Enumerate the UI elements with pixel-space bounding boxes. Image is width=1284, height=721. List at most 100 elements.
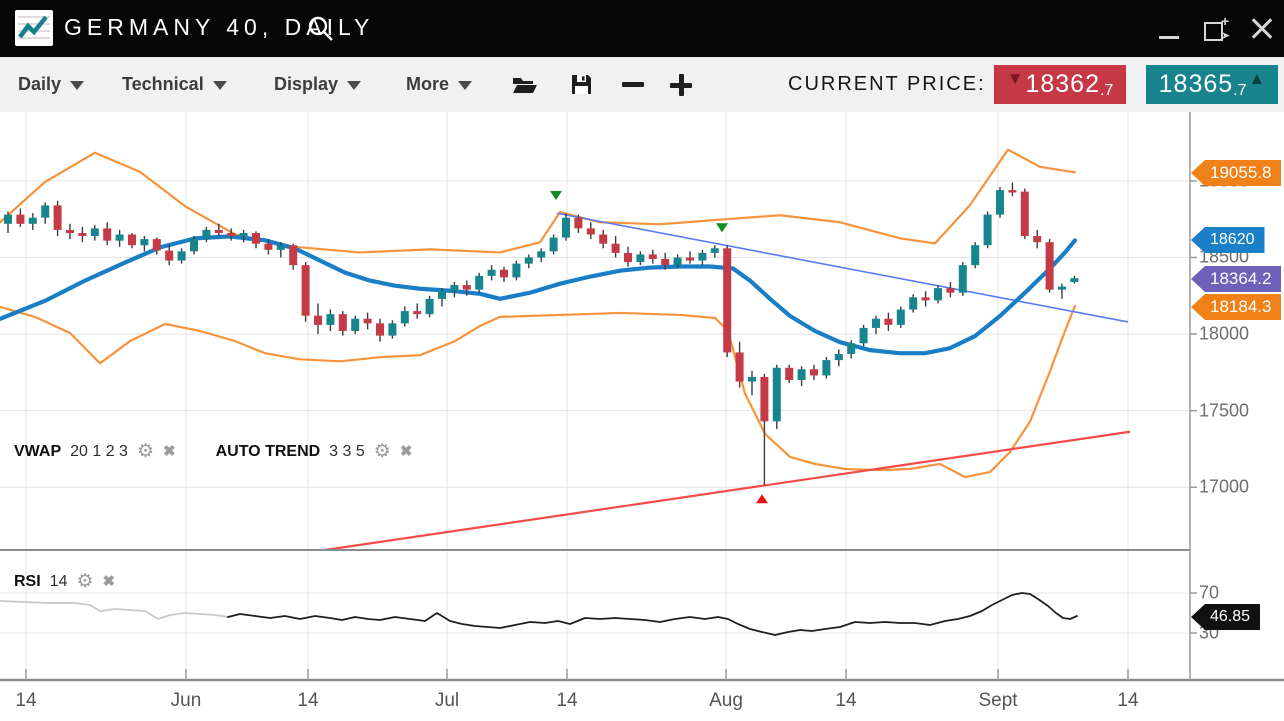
candle xyxy=(314,315,322,325)
candle xyxy=(202,229,211,240)
gear-icon[interactable]: ⚙ xyxy=(76,571,94,592)
time-tick-label: Jul xyxy=(434,690,460,711)
candle xyxy=(388,323,397,336)
price-tick-label: 17500 xyxy=(1199,400,1250,421)
candle xyxy=(165,250,174,261)
price-tag: 18364.2 xyxy=(1191,266,1282,292)
candle xyxy=(698,252,707,261)
candle xyxy=(239,232,248,237)
candle xyxy=(53,205,62,230)
candle xyxy=(661,259,670,266)
time-tick-label: 14 xyxy=(835,690,857,711)
candle xyxy=(66,229,74,233)
candle xyxy=(909,297,918,310)
candle xyxy=(562,217,570,238)
price-tick-label: 18000 xyxy=(1199,323,1250,344)
gear-icon[interactable]: ⚙ xyxy=(136,441,154,462)
time-tick-label: 14 xyxy=(15,690,37,711)
candle xyxy=(934,288,942,301)
candle xyxy=(735,352,744,382)
auto-trend-lines xyxy=(324,212,1131,552)
candle xyxy=(28,217,37,224)
arrow-up-icon: ▲ xyxy=(1248,69,1266,88)
close-button[interactable] xyxy=(1246,12,1276,46)
candle xyxy=(772,367,781,422)
close-icon[interactable]: ✖ xyxy=(163,443,176,460)
close-icon[interactable]: ✖ xyxy=(102,573,116,590)
candle xyxy=(896,309,905,325)
candle xyxy=(971,245,980,266)
candle xyxy=(834,353,843,361)
open-folder-icon[interactable] xyxy=(512,57,538,112)
current-price-label: CURRENT PRICE: xyxy=(788,73,986,95)
candle xyxy=(351,318,360,331)
candle xyxy=(760,376,769,422)
candle xyxy=(549,237,558,252)
candle xyxy=(264,243,273,250)
candle xyxy=(586,228,595,235)
candle xyxy=(500,269,508,278)
candle xyxy=(115,234,124,241)
candle xyxy=(289,245,298,266)
minimize-button[interactable] xyxy=(1154,12,1184,46)
search-icon[interactable] xyxy=(306,14,336,44)
candle xyxy=(78,232,87,237)
time-tick-label: 14 xyxy=(556,690,578,711)
ask-value: 18365 xyxy=(1158,70,1234,98)
candle xyxy=(574,217,583,229)
rsi-params: 14 xyxy=(49,572,68,590)
candle xyxy=(673,257,682,266)
vwap-line xyxy=(0,234,1078,356)
close-icon[interactable]: ✖ xyxy=(399,443,413,460)
price-chart[interactable] xyxy=(0,112,1284,721)
axes xyxy=(0,112,1284,682)
minimize-icon xyxy=(1159,35,1179,39)
candle xyxy=(400,311,409,324)
ask-price-box[interactable]: 18365.7 ▲ xyxy=(1146,65,1278,104)
time-tick-label: Sept xyxy=(978,690,1018,711)
rsi-label: RSI xyxy=(14,572,41,590)
candle xyxy=(227,232,236,237)
candle xyxy=(376,323,384,336)
save-icon[interactable] xyxy=(570,57,593,112)
zoom-out-icon[interactable] xyxy=(622,57,644,112)
candle xyxy=(326,314,335,325)
time-tick-label: Jun xyxy=(170,690,202,711)
bid-price-box[interactable]: ▼ 18362.7 xyxy=(994,65,1126,104)
menu-more[interactable]: More xyxy=(406,57,473,112)
window-controls: + ➤ xyxy=(1154,0,1276,57)
candle xyxy=(996,190,1004,215)
bollinger-bands xyxy=(0,148,1077,479)
rsi-indicator-row: RSI 14 ⚙ ✖ xyxy=(14,572,115,591)
candle xyxy=(624,252,632,263)
menu-daily[interactable]: Daily xyxy=(18,57,85,112)
zoom-in-icon[interactable] xyxy=(670,57,692,112)
gear-icon[interactable]: ⚙ xyxy=(373,441,391,462)
candle xyxy=(884,318,893,325)
overlay-indicator-row: VWAP 20 1 2 3 ⚙ ✖ AUTO TREND 3 3 5 ⚙ ✖ xyxy=(14,442,412,461)
candle xyxy=(847,343,856,354)
arrow-down-icon: ▼ xyxy=(1006,69,1024,88)
candle xyxy=(686,257,694,261)
popout-button[interactable]: + ➤ xyxy=(1200,12,1230,46)
price-tag: 19055.8 xyxy=(1191,160,1282,186)
candle xyxy=(190,239,198,252)
candle xyxy=(810,369,818,376)
candle xyxy=(1058,286,1066,290)
candle xyxy=(425,298,434,315)
candle xyxy=(41,205,50,218)
menu-display[interactable]: Display xyxy=(274,57,362,112)
triangle-up-marker xyxy=(756,494,768,504)
chevron-down-icon xyxy=(212,81,227,90)
candle xyxy=(363,318,372,324)
candle xyxy=(90,228,99,237)
chart-area[interactable]: 19000185001800017500170007030 19055.8186… xyxy=(0,112,1284,721)
candle xyxy=(785,367,794,381)
candle xyxy=(1020,191,1029,237)
candle xyxy=(921,297,930,301)
candle xyxy=(611,243,620,253)
menu-technical[interactable]: Technical xyxy=(122,57,227,112)
price-tag: 18620 xyxy=(1191,227,1265,253)
candle xyxy=(487,269,496,276)
toolbar: Daily Technical Display More CURRENT PRI… xyxy=(0,57,1284,113)
